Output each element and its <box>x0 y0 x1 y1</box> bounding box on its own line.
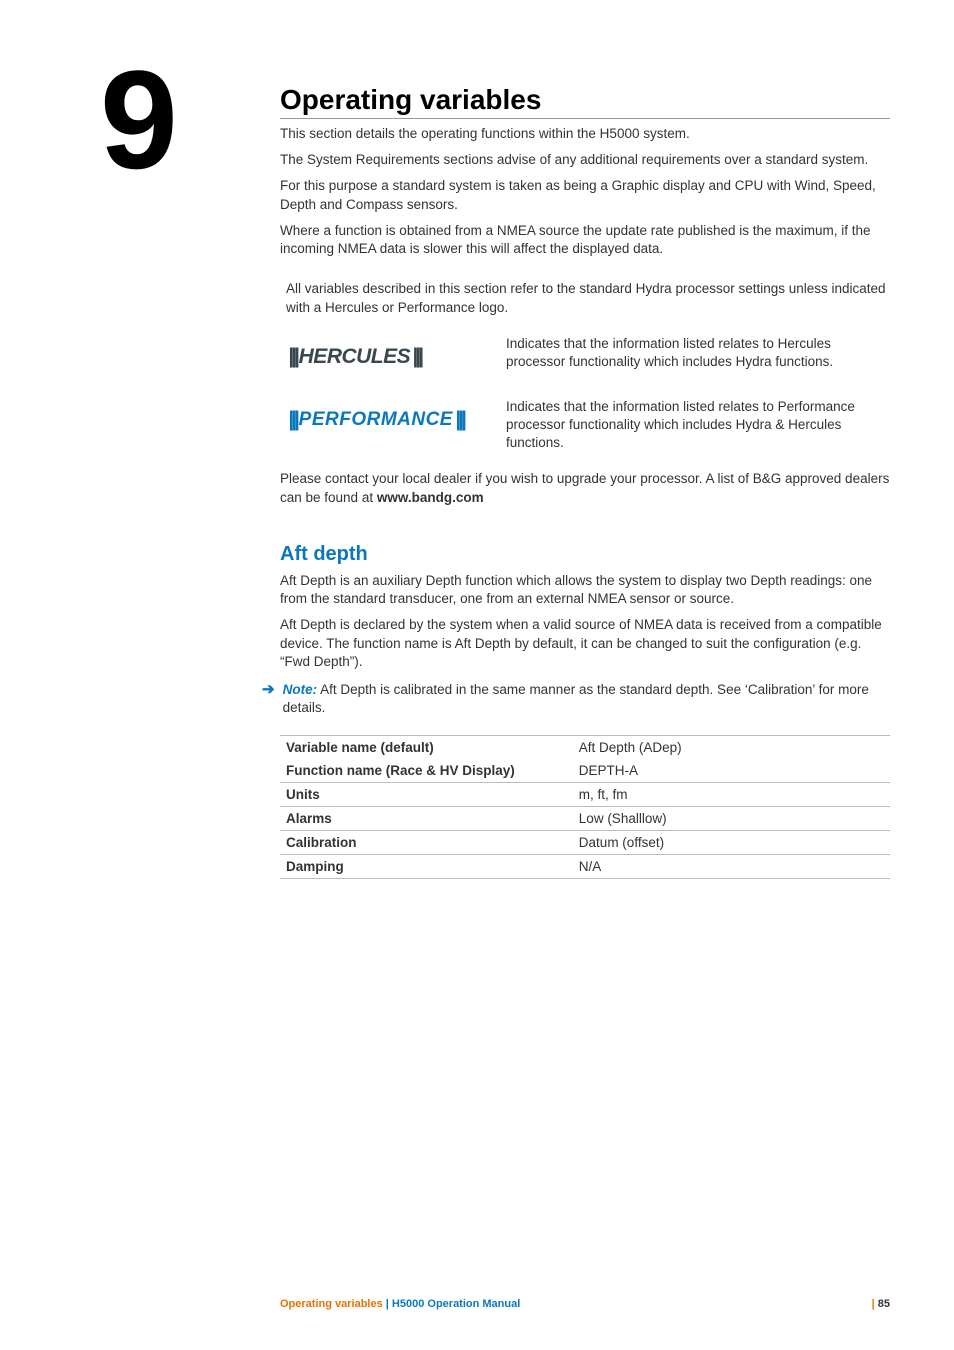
note-body: Aft Depth is calibrated in the same mann… <box>283 682 869 715</box>
footer-right: | 85 <box>872 1298 890 1310</box>
page-content: Operating variables This section details… <box>280 84 890 879</box>
note-text: Note: Aft Depth is calibrated in the sam… <box>283 681 890 717</box>
performance-logo: |||PERFORMANCE||| <box>286 398 486 443</box>
table-label: Units <box>280 783 573 807</box>
table-value: m, ft, fm <box>573 783 890 807</box>
dealer-link: www.bandg.com <box>377 490 484 505</box>
table-value: Aft Depth (ADep) <box>573 736 890 760</box>
table-label: Damping <box>280 855 573 879</box>
section-heading: Aft depth <box>280 543 890 566</box>
variable-table: Variable name (default) Aft Depth (ADep)… <box>280 735 890 879</box>
intro-para: This section details the operating funct… <box>280 125 890 143</box>
section-para: Aft Depth is declared by the system when… <box>280 616 890 671</box>
hercules-logo-row: |||HERCULES||| Indicates that the inform… <box>286 335 890 380</box>
table-label: Function name (Race & HV Display) <box>280 759 573 783</box>
hercules-description: Indicates that the information listed re… <box>506 335 890 371</box>
table-row: Function name (Race & HV Display) DEPTH-… <box>280 759 890 783</box>
logo-bars-icon: ||| <box>286 408 299 432</box>
hercules-logo-text: HERCULES <box>299 345 411 369</box>
standard-note: All variables described in this section … <box>286 280 890 316</box>
intro-para: Where a function is obtained from a NMEA… <box>280 222 890 258</box>
footer-page-number: 85 <box>878 1298 890 1310</box>
page-footer: Operating variables | H5000 Operation Ma… <box>280 1298 890 1310</box>
performance-logo-row: |||PERFORMANCE||| Indicates that the inf… <box>286 398 890 453</box>
dealer-info: Please contact your local dealer if you … <box>280 470 890 506</box>
note-label: Note: <box>283 682 318 697</box>
table-row: Alarms Low (Shalllow) <box>280 807 890 831</box>
chapter-number: 9 <box>100 50 178 190</box>
logo-bars-icon: ||| <box>453 408 466 432</box>
hercules-logo: |||HERCULES||| <box>286 335 486 380</box>
section-para: Aft Depth is an auxiliary Depth function… <box>280 572 890 608</box>
logo-bars-icon: ||| <box>410 345 423 369</box>
footer-left: Operating variables | H5000 Operation Ma… <box>280 1298 520 1310</box>
table-value: N/A <box>573 855 890 879</box>
table-label: Calibration <box>280 831 573 855</box>
performance-description: Indicates that the information listed re… <box>506 398 890 453</box>
table-row: Damping N/A <box>280 855 890 879</box>
table-label: Alarms <box>280 807 573 831</box>
table-label: Variable name (default) <box>280 736 573 760</box>
logo-bars-icon: ||| <box>286 345 299 369</box>
intro-para: The System Requirements sections advise … <box>280 151 890 169</box>
table-row: Calibration Datum (offset) <box>280 831 890 855</box>
table-value: Datum (offset) <box>573 831 890 855</box>
table-value: DEPTH-A <box>573 759 890 783</box>
intro-block: This section details the operating funct… <box>280 125 890 258</box>
page-title: Operating variables <box>280 84 890 119</box>
arrow-icon: ➔ <box>262 681 275 699</box>
table-row: Variable name (default) Aft Depth (ADep) <box>280 736 890 760</box>
table-value: Low (Shalllow) <box>573 807 890 831</box>
performance-logo-text: PERFORMANCE <box>299 409 453 431</box>
intro-para: For this purpose a standard system is ta… <box>280 177 890 213</box>
note-callout: ➔ Note: Aft Depth is calibrated in the s… <box>262 681 890 717</box>
footer-section: Operating variables <box>280 1298 383 1310</box>
footer-manual: H5000 Operation Manual <box>392 1298 520 1310</box>
table-row: Units m, ft, fm <box>280 783 890 807</box>
dealer-text: Please contact your local dealer if you … <box>280 471 889 504</box>
footer-sep: | <box>383 1298 392 1310</box>
